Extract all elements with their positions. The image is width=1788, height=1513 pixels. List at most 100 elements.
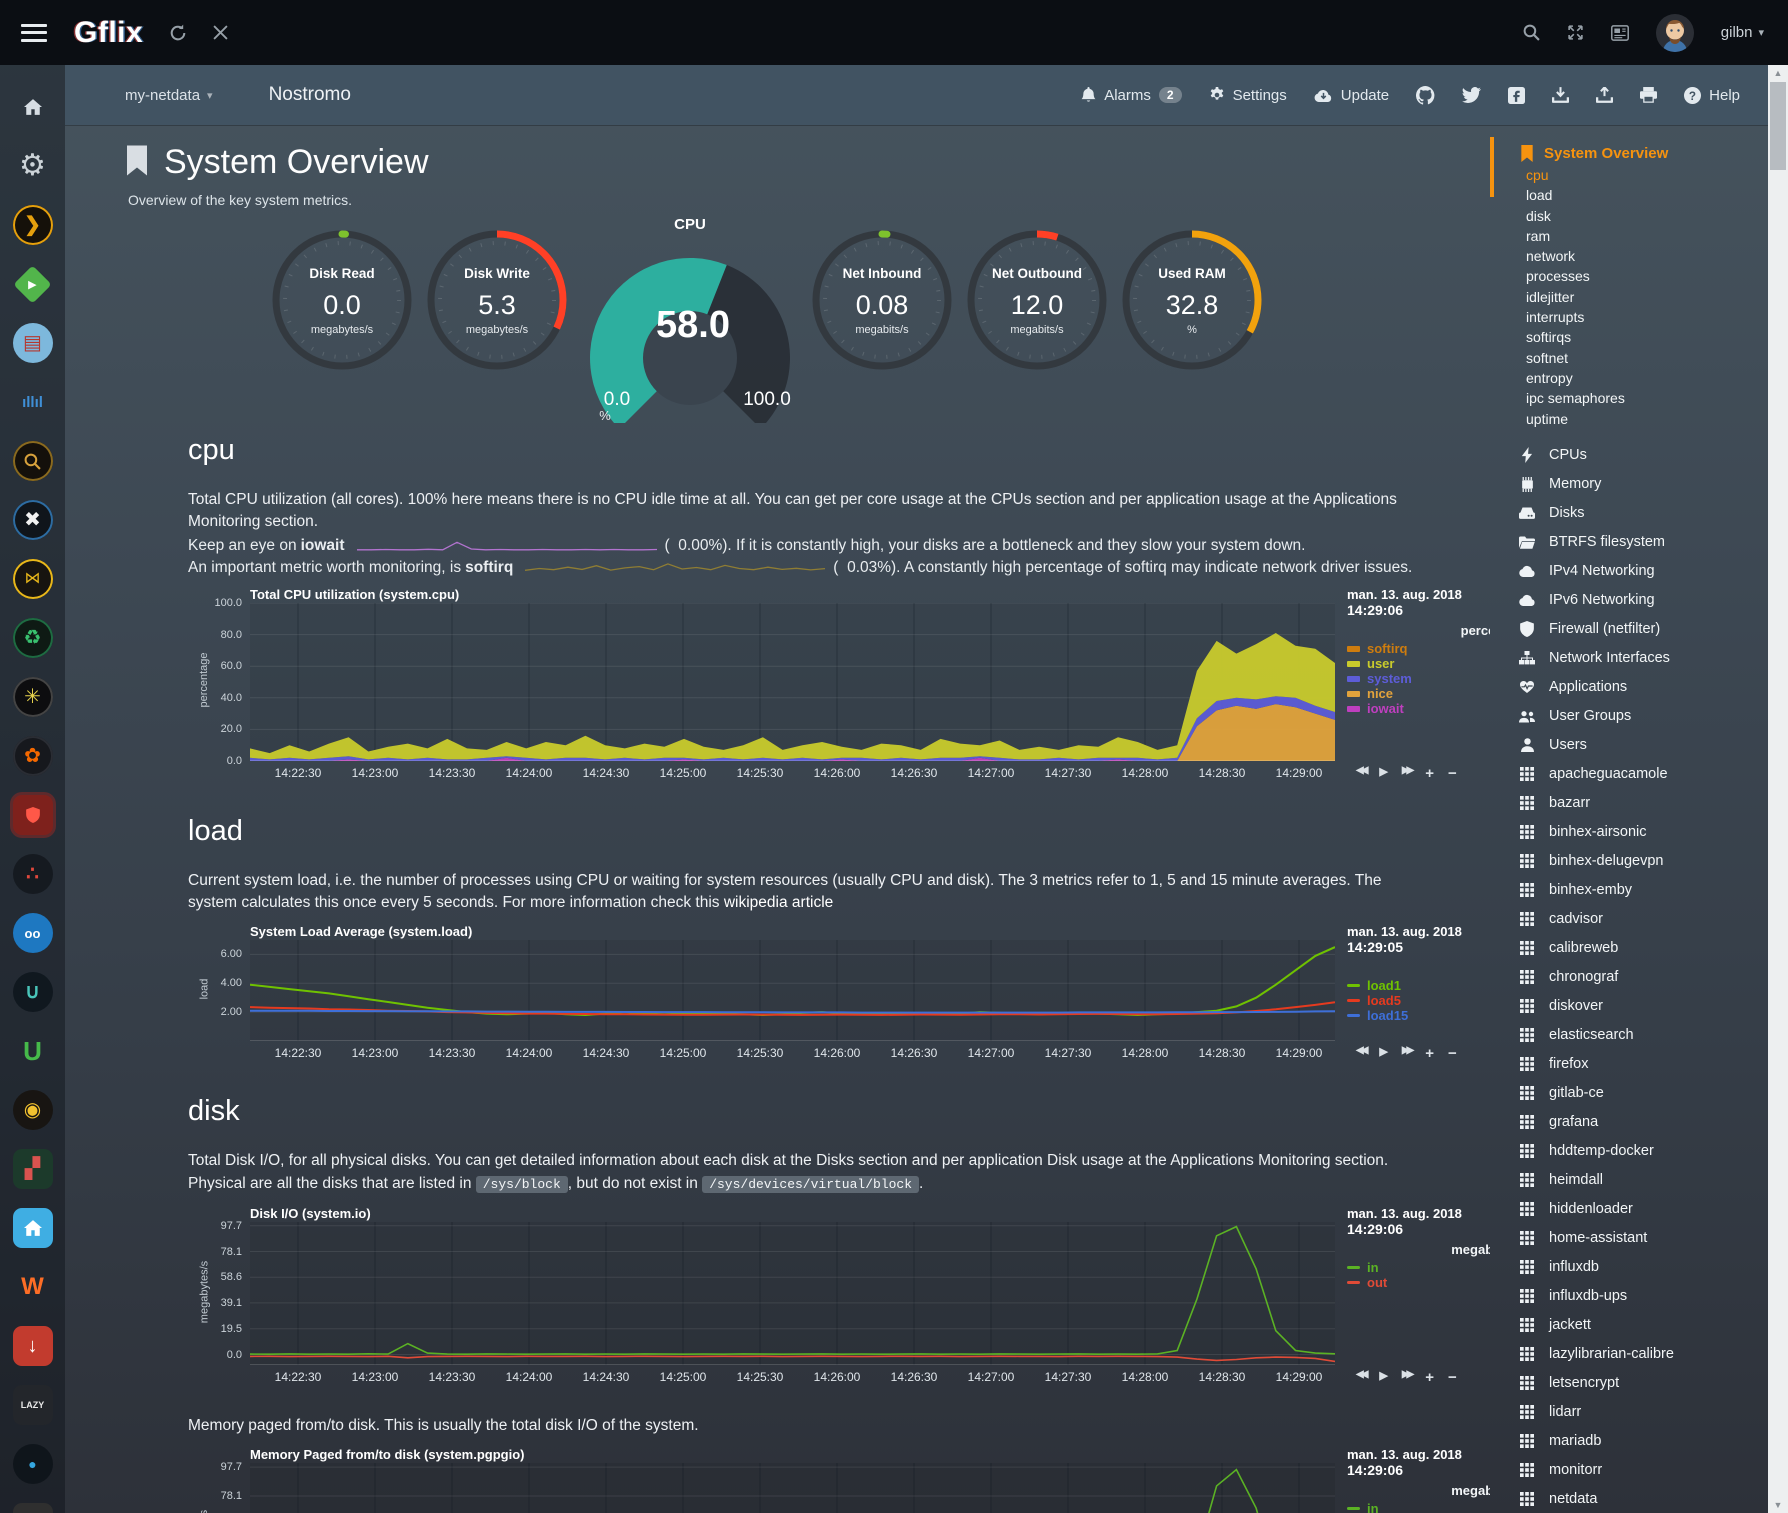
chart-play-button[interactable]: ▶ — [1379, 1046, 1388, 1058]
nav-app-calibreweb[interactable]: calibreweb — [1518, 934, 1768, 963]
nav-app-home-assistant[interactable]: home-assistant — [1518, 1224, 1768, 1253]
nav-app-gitlab-ce[interactable]: gitlab-ce — [1518, 1079, 1768, 1108]
machine-selector[interactable]: my-netdata ▾ — [125, 87, 213, 104]
chart-plot-cpu[interactable] — [250, 603, 1335, 761]
home-icon[interactable] — [13, 87, 53, 127]
nav-app-influxdb-ups[interactable]: influxdb-ups — [1518, 1282, 1768, 1311]
scroll-down-arrow[interactable]: ▼ — [1773, 1500, 1783, 1510]
scrollbar-thumb[interactable] — [1770, 82, 1786, 170]
print-button[interactable] — [1640, 87, 1658, 103]
nav-app-jackett[interactable]: jackett — [1518, 1311, 1768, 1340]
help-button[interactable]: ? Help — [1684, 86, 1740, 104]
legend-load-load5[interactable]: load52.68 — [1347, 993, 1490, 1008]
nav-section-disks[interactable]: Disks — [1518, 499, 1768, 528]
import-button[interactable] — [1552, 87, 1570, 103]
twitter-button[interactable] — [1462, 87, 1482, 103]
nav-app-lazylibrarian-calibre[interactable]: lazylibrarian-calibre — [1518, 1340, 1768, 1369]
legend-cpu-nice[interactable]: nice20.4 — [1347, 686, 1490, 701]
chart-plot-load[interactable] — [250, 940, 1335, 1041]
legend-cpu-iowait[interactable]: iowait0.0 — [1347, 701, 1490, 716]
tautulli-icon[interactable]: ❯ — [12, 205, 53, 245]
nav-app-bazarr[interactable]: bazarr — [1518, 789, 1768, 818]
yellow-ring-app-icon[interactable]: ◉ — [12, 1090, 53, 1130]
chart-rewind-button[interactable]: ◀◀ — [1356, 1369, 1369, 1380]
chart-play-button[interactable]: ▶ — [1379, 1370, 1388, 1382]
nav-item-network[interactable]: network — [1526, 248, 1576, 265]
legend-load-load1[interactable]: load16.51 — [1347, 978, 1490, 993]
nav-item-uptime[interactable]: uptime — [1526, 410, 1569, 427]
nav-app-binhex-emby[interactable]: binhex-emby — [1518, 876, 1768, 905]
chart-zoom-in-button[interactable]: + — [1425, 1369, 1435, 1386]
menu-hamburger-icon[interactable] — [21, 23, 47, 42]
bowtie-app-icon[interactable]: ⋈ — [12, 559, 53, 599]
share-nodes-app-icon[interactable]: ✳ — [12, 677, 53, 717]
facebook-button[interactable] — [1508, 86, 1526, 104]
nav-app-mariadb[interactable]: mariadb — [1518, 1427, 1768, 1456]
nav-app-lidarr[interactable]: lidarr — [1518, 1398, 1768, 1427]
export-button[interactable] — [1596, 87, 1614, 103]
emby-icon[interactable]: ▶ — [13, 264, 53, 304]
nav-section-firewall-netfilter-[interactable]: Firewall (netfilter) — [1518, 615, 1768, 644]
nav-app-influxdb[interactable]: influxdb — [1518, 1253, 1768, 1282]
chart-zoom-out-button[interactable]: − — [1448, 1045, 1457, 1062]
red-cluster-app-icon[interactable]: ∴ — [12, 854, 53, 894]
gitlab-icon[interactable]: W — [21, 1273, 44, 1300]
nav-app-monitorr[interactable]: monitorr — [1518, 1456, 1768, 1485]
nav-app-hiddenloader[interactable]: hiddenloader — [1518, 1195, 1768, 1224]
nav-section-btrfs-filesystem[interactable]: BTRFS filesystem — [1518, 528, 1768, 557]
settings-button[interactable]: Settings — [1209, 87, 1287, 104]
refresh-icon[interactable] — [169, 24, 187, 42]
nav-app-grafana[interactable]: grafana — [1518, 1108, 1768, 1137]
nav-group-system-overview[interactable]: System Overview — [1520, 141, 1768, 165]
nav-item-cpu[interactable]: cpu — [1526, 167, 1549, 183]
wikipedia-link[interactable]: wikipedia article — [723, 894, 834, 911]
nav-item-softirqs[interactable]: softirqs — [1526, 329, 1572, 346]
nav-app-chronograf[interactable]: chronograf — [1518, 963, 1768, 992]
chart-plot-pgpgio[interactable] — [250, 1463, 1335, 1513]
nav-item-processes[interactable]: processes — [1526, 268, 1590, 285]
user-menu[interactable]: gilbn ▾ — [1721, 24, 1764, 41]
close-tab-icon[interactable] — [213, 25, 228, 40]
airsonic-icon[interactable]: ıllıl — [22, 393, 43, 411]
nav-item-load[interactable]: load — [1526, 187, 1553, 204]
legend-pgpgio-in[interactable]: in0.0 — [1347, 1501, 1490, 1513]
horseshoe-app-icon[interactable]: ∪ — [12, 972, 53, 1012]
nav-section-cpus[interactable]: CPUs — [1518, 441, 1768, 470]
bars-app-icon[interactable]: ▞ — [12, 1149, 53, 1189]
green-swirl-app-icon[interactable]: ♻ — [12, 618, 53, 658]
legend-load-load15[interactable]: load152.06 — [1347, 1008, 1490, 1023]
legend-cpu-user[interactable]: user35.3 — [1347, 656, 1490, 671]
nav-section-ipv6-networking[interactable]: IPv6 Networking — [1518, 586, 1768, 615]
fullscreen-icon[interactable] — [1567, 24, 1584, 41]
chart-zoom-out-button[interactable]: − — [1448, 1369, 1457, 1386]
nav-app-binhex-airsonic[interactable]: binhex-airsonic — [1518, 818, 1768, 847]
chart-forward-button[interactable]: ▶▶ — [1401, 1369, 1415, 1380]
nav-item-entropy[interactable]: entropy — [1526, 369, 1573, 386]
legend-disk-out[interactable]: out-5.3 — [1347, 1275, 1490, 1290]
chart-zoom-out-button[interactable]: − — [1448, 765, 1457, 782]
nav-section-applications[interactable]: Applications — [1518, 673, 1768, 702]
nav-section-network-interfaces[interactable]: Network Interfaces — [1518, 644, 1768, 673]
water-drop-app-icon[interactable]: ● — [12, 1444, 53, 1484]
nav-app-letsencrypt[interactable]: letsencrypt — [1518, 1369, 1768, 1398]
chart-rewind-button[interactable]: ◀◀ — [1356, 1045, 1369, 1056]
nav-section-users[interactable]: Users — [1518, 731, 1768, 760]
chart-play-button[interactable]: ▶ — [1379, 766, 1388, 778]
bazarr-icon[interactable]: ✖ — [12, 500, 53, 540]
nav-app-diskover[interactable]: diskover — [1518, 992, 1768, 1021]
nav-item-ipc-semaphores[interactable]: ipc semaphores — [1526, 390, 1625, 407]
nav-app-binhex-delugevpn[interactable]: binhex-delugevpn — [1518, 847, 1768, 876]
chart-zoom-in-button[interactable]: + — [1425, 765, 1435, 782]
nav-app-cadvisor[interactable]: cadvisor — [1518, 905, 1768, 934]
scroll-up-arrow[interactable]: ▲ — [1773, 68, 1783, 78]
shield-app-icon[interactable] — [12, 795, 53, 835]
nav-app-elasticsearch[interactable]: elasticsearch — [1518, 1021, 1768, 1050]
settings-gear-icon[interactable]: ⚙ — [19, 149, 46, 182]
nav-item-ram[interactable]: ram — [1526, 227, 1551, 244]
nextcloud-icon[interactable]: oo — [12, 913, 53, 953]
jackett-icon[interactable] — [12, 441, 53, 481]
sabnzbd-icon[interactable]: sab — [12, 1503, 53, 1513]
legend-cpu-softirq[interactable]: softirq0.0 — [1347, 641, 1490, 656]
chart-forward-button[interactable]: ▶▶ — [1401, 765, 1415, 776]
search-icon[interactable] — [1523, 24, 1540, 41]
